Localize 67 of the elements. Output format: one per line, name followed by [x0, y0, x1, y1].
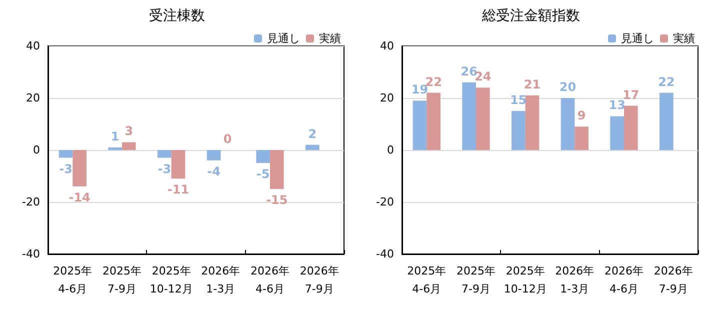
y-tick-label: -40	[376, 248, 394, 260]
bar	[525, 95, 540, 150]
y-tick-label: -40	[22, 248, 40, 260]
y-tick-label: 0	[33, 144, 40, 156]
bar	[108, 147, 122, 150]
x-tick-label: 2025年 10-12月	[504, 264, 547, 296]
legend-label: 見通し	[621, 32, 654, 45]
y-tick-label: 20	[380, 92, 394, 104]
x-tick-label: 2026年 1-3月	[201, 264, 240, 296]
bar	[171, 150, 186, 179]
bar	[122, 142, 136, 150]
bar	[610, 116, 624, 150]
y-tick-label: 40	[380, 40, 394, 52]
data-label: 0	[223, 132, 232, 146]
bar	[58, 150, 73, 158]
legend-label: 見通し	[267, 32, 300, 45]
bar	[512, 111, 526, 150]
bar	[412, 100, 427, 150]
bar	[206, 150, 221, 160]
x-tick-label: 2025年 4-6月	[407, 264, 446, 296]
x-tick-label: 2025年 4-6月	[53, 264, 92, 296]
chart-title: 総受注金額指数	[481, 8, 580, 24]
data-label: 3	[124, 124, 134, 138]
x-tick-label: 2026年 4-6月	[604, 264, 644, 296]
bar	[270, 150, 284, 189]
bar	[158, 150, 172, 158]
data-label: 22	[658, 74, 675, 89]
data-label: 13	[608, 98, 626, 112]
y-tick-label: 0	[387, 144, 394, 156]
data-label: -3	[158, 162, 172, 176]
x-tick-label: 2025年 7-9月	[456, 264, 496, 296]
x-tick-label: 2026年 7-9月	[654, 264, 693, 296]
data-label: 21	[524, 77, 541, 92]
bar	[426, 92, 440, 150]
data-label: 2	[308, 126, 317, 141]
bar	[72, 150, 86, 186]
y-tick-label: -20	[376, 196, 394, 208]
data-label: -15	[266, 193, 288, 207]
y-tick-label: 20	[26, 92, 40, 104]
bar	[256, 150, 270, 163]
data-label: -11	[167, 182, 190, 197]
data-label: 17	[622, 88, 640, 102]
data-label: -5	[256, 167, 270, 181]
bar	[306, 144, 320, 150]
data-label: 9	[577, 108, 586, 123]
x-tick-label: 2026年 1-3月	[555, 264, 594, 296]
bar	[624, 106, 638, 150]
y-tick-label: -20	[22, 196, 40, 208]
data-label: 1	[110, 129, 120, 144]
data-label: -3	[59, 162, 72, 176]
bar	[476, 88, 490, 150]
x-tick-label: 2026年 7-9月	[300, 264, 339, 296]
bar	[560, 98, 575, 150]
bar	[660, 92, 674, 150]
y-tick-label: 40	[26, 40, 40, 52]
x-tick-label: 2025年 10-12月	[150, 264, 193, 296]
chart-title: 受注棟数	[149, 8, 205, 24]
data-label: -14	[68, 190, 90, 204]
x-tick-label: 2026年 4-6月	[250, 264, 290, 296]
data-label: 26	[460, 64, 478, 78]
legend-label: 実績	[673, 32, 695, 45]
x-tick-label: 2025年 7-9月	[102, 264, 142, 296]
bar	[574, 126, 588, 150]
data-label: 20	[559, 80, 576, 94]
data-label: -4	[207, 164, 220, 178]
bar	[462, 82, 476, 150]
legend-label: 実績	[319, 32, 341, 45]
